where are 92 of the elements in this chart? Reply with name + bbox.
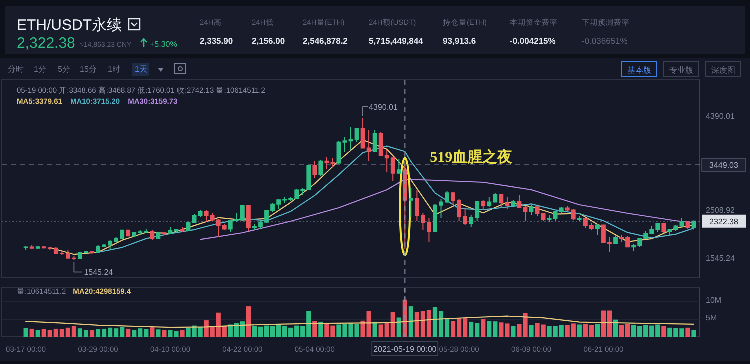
candlestick <box>312 160 318 179</box>
y-tick-label: 5M <box>706 314 718 322</box>
candlestick <box>150 230 155 241</box>
text: 5,715,449,844 <box>369 36 424 46</box>
chart-title: ETH/USDT永续 <box>17 17 122 34</box>
bar <box>36 330 40 337</box>
text: +5.30% <box>150 40 178 49</box>
bar <box>180 330 185 337</box>
candlestick <box>168 227 173 235</box>
bar <box>662 326 666 337</box>
ref-line-label: 2021-05-19 00:00 <box>374 345 438 354</box>
text: 1天 <box>135 65 148 74</box>
candlestick <box>535 206 540 217</box>
candlestick <box>529 205 534 216</box>
text: 1分 <box>34 65 46 74</box>
y-tick-label: 4390.01 <box>706 112 736 121</box>
text: 专业版 <box>670 66 694 75</box>
candlestick <box>156 232 161 240</box>
text: -0.036651% <box>582 36 628 46</box>
line-series <box>200 178 695 240</box>
bar <box>511 326 516 337</box>
candlestick <box>692 220 696 230</box>
candlestick <box>686 220 690 230</box>
text: 基本版 <box>628 66 652 75</box>
candlestick <box>511 200 516 207</box>
bar <box>613 320 618 337</box>
bar <box>692 330 696 337</box>
bar <box>318 322 324 337</box>
candlestick <box>24 246 28 251</box>
text: 5分 <box>58 65 70 74</box>
y-tick-label: 2508.92 <box>706 206 736 216</box>
annotation: 1545.24 <box>84 268 114 278</box>
bar <box>595 324 600 337</box>
candlestick <box>396 158 402 175</box>
ref-line-label: 3449.03 <box>710 161 740 170</box>
text: -0.004215% <box>510 36 556 46</box>
bar <box>577 324 582 337</box>
candlestick <box>246 204 251 232</box>
candlestick <box>342 137 348 153</box>
bar <box>24 328 28 337</box>
bar <box>150 328 155 337</box>
candlestick <box>662 223 666 234</box>
candlestick <box>174 228 179 232</box>
candlestick <box>90 250 94 254</box>
y-tick-label: 10M <box>706 296 722 305</box>
candlestick <box>596 224 600 236</box>
annotation: 4390.01 <box>369 103 399 112</box>
text: 2,156.00 <box>252 36 286 46</box>
text: 93,913.6 <box>443 36 476 46</box>
text: 2,546,878.2 <box>303 36 348 46</box>
bar <box>126 328 131 337</box>
candlestick <box>318 160 324 176</box>
candlestick <box>481 200 486 211</box>
bar <box>408 306 414 337</box>
bar <box>246 306 252 337</box>
candlestick <box>30 245 34 250</box>
candlestick <box>162 232 167 236</box>
bar <box>156 330 161 337</box>
candlestick <box>541 212 546 222</box>
bar <box>90 330 95 337</box>
candlestick <box>408 188 414 218</box>
candlestick <box>523 206 528 222</box>
candlestick <box>366 130 372 162</box>
line-series <box>26 316 695 328</box>
text: 15分 <box>80 65 97 74</box>
bar <box>686 328 690 337</box>
candlestick <box>336 141 342 165</box>
candlestick <box>180 227 185 232</box>
bar <box>30 328 34 337</box>
bar <box>481 320 486 337</box>
text: 1时 <box>108 65 120 74</box>
annotation: 519血腥之夜 <box>430 148 514 166</box>
candlestick <box>372 130 378 153</box>
text: 2,335.90 <box>200 36 234 46</box>
candlestick <box>354 128 360 143</box>
text: 分时 <box>8 65 24 74</box>
candlestick <box>186 222 191 232</box>
bar <box>162 330 167 337</box>
ref-line-label: 2322.38 <box>710 217 740 226</box>
candlestick <box>577 216 582 222</box>
candlestick <box>348 127 354 150</box>
candlestick <box>126 230 131 237</box>
text: 深度图 <box>712 66 736 75</box>
candlestick <box>36 246 40 250</box>
candlestick <box>517 195 522 209</box>
bar <box>396 318 402 337</box>
bar <box>529 325 534 337</box>
y-tick-label: 1545.24 <box>706 254 736 264</box>
candlestick <box>614 234 618 245</box>
text: 2,322.38 <box>17 35 76 52</box>
candlestick <box>360 118 366 149</box>
bar <box>372 322 378 337</box>
